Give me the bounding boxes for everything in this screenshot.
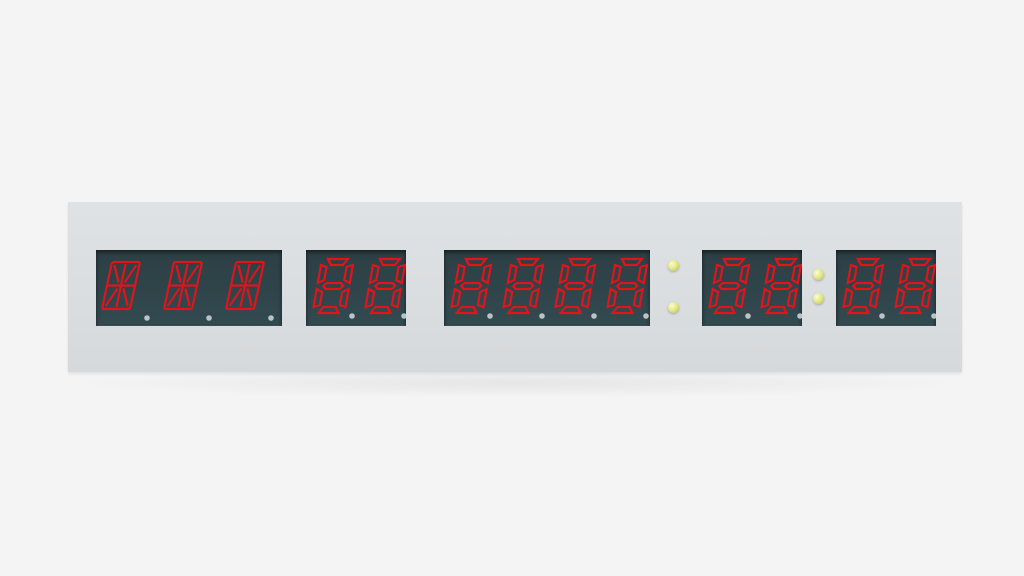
segment-digit-icon: [502, 257, 545, 315]
digits-svg-b: [450, 257, 649, 319]
segment-digit-icon: [554, 257, 597, 315]
colon-led-icon: [813, 269, 824, 280]
alpha-module: [96, 250, 282, 326]
digits-svg-d: [842, 257, 936, 319]
segment-digit-icon: [606, 257, 649, 315]
decimal-point-icon: [539, 313, 545, 319]
segment-digit-icon: [760, 257, 802, 315]
segment-digit-icon: [225, 260, 265, 311]
segment-digit-icon: [708, 257, 751, 315]
decimal-point-icon: [797, 313, 802, 319]
decimal-point-icon: [879, 313, 885, 319]
decimal-point-icon: [745, 313, 751, 319]
decimal-point-icon: [268, 315, 274, 321]
decimal-point-icon: [349, 313, 355, 319]
segment-digit-icon: [842, 257, 885, 315]
digits-svg-c: [708, 257, 802, 319]
segment-digit-icon: [101, 260, 141, 311]
alpha-digits-svg: [101, 260, 274, 321]
two-digit-module-b: [702, 250, 802, 326]
colon-led-icon: [813, 293, 824, 304]
four-digit-module: [444, 250, 650, 326]
decimal-point-icon: [931, 313, 936, 319]
segment-digit-icon: [163, 260, 203, 311]
decimal-point-icon: [643, 313, 649, 319]
segment-digit-icon: [450, 257, 493, 315]
two-digit-module-c: [836, 250, 936, 326]
segment-digit-icon: [894, 257, 936, 315]
decimal-point-icon: [144, 315, 150, 321]
two-digit-module-a: [306, 250, 406, 326]
segment-digit-icon: [364, 257, 406, 315]
colon-led-icon: [668, 260, 679, 271]
decimal-point-icon: [401, 313, 406, 319]
colon-led-icon: [668, 302, 679, 313]
display-panel: [68, 202, 962, 372]
decimal-point-icon: [206, 315, 212, 321]
floor-shadow: [60, 368, 970, 398]
digits-svg-a: [312, 257, 406, 319]
decimal-point-icon: [487, 313, 493, 319]
segment-digit-icon: [312, 257, 355, 315]
decimal-point-icon: [591, 313, 597, 319]
